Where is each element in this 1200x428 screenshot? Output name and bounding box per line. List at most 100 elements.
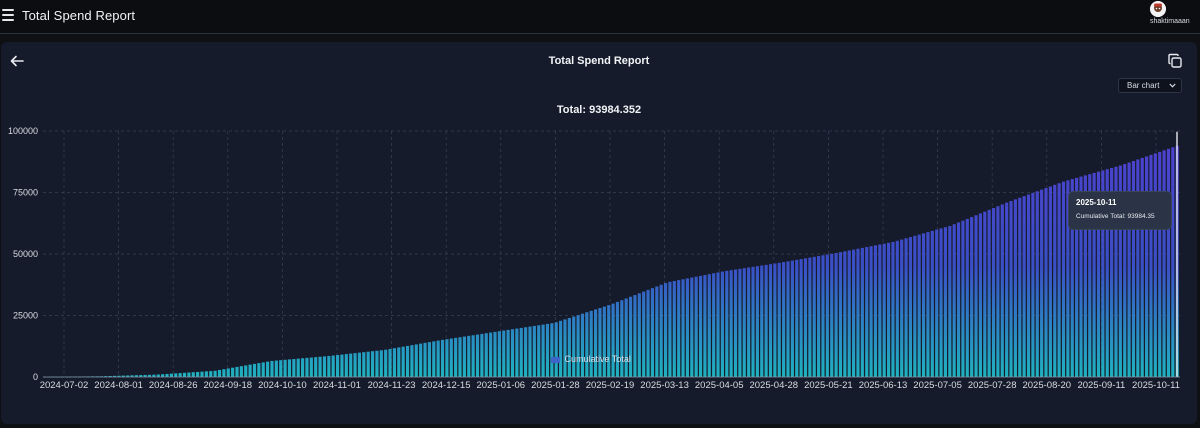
bar — [1158, 151, 1162, 377]
bar — [405, 345, 410, 377]
bar — [576, 315, 580, 377]
bar — [777, 262, 781, 377]
bar — [642, 291, 646, 377]
bar — [1145, 156, 1149, 377]
bar — [126, 375, 130, 377]
bar — [292, 359, 296, 377]
bar — [449, 338, 453, 377]
bar — [322, 356, 327, 377]
bar — [1149, 154, 1153, 377]
x-tick-label: 2025-02-19 — [586, 380, 635, 391]
bar — [668, 281, 672, 377]
bar — [572, 316, 576, 377]
bar — [467, 335, 471, 377]
bar — [143, 374, 147, 377]
bar — [935, 229, 939, 377]
bar — [742, 268, 746, 377]
bars-group — [43, 145, 1179, 378]
bar — [812, 256, 816, 377]
bar — [318, 356, 322, 377]
bar — [628, 296, 633, 377]
chart-tooltip: 2025-10-11 Cumulative Total: 93984.35 — [1068, 191, 1172, 230]
bar — [388, 348, 392, 377]
chart-legend[interactable]: Cumulative Total — [551, 354, 631, 366]
bar — [554, 322, 558, 377]
username: shaktimaaan — [1150, 18, 1190, 25]
bar — [1013, 199, 1017, 377]
bar — [690, 277, 694, 377]
bar — [104, 376, 108, 377]
bar — [187, 372, 191, 377]
bar — [1136, 159, 1140, 377]
bar — [248, 364, 252, 377]
bar — [445, 339, 449, 377]
bar — [524, 327, 528, 377]
bar — [357, 352, 362, 377]
bar — [296, 358, 300, 377]
bar — [913, 235, 917, 377]
bar — [165, 373, 169, 377]
bar — [222, 369, 226, 377]
bar — [681, 279, 685, 377]
copy-icon[interactable] — [1167, 53, 1183, 69]
tooltip-value: Cumulative Total: 93984.35 — [1076, 213, 1155, 220]
bar — [917, 234, 921, 377]
bar — [764, 264, 768, 377]
bar — [567, 317, 571, 377]
bar — [921, 233, 926, 377]
x-tick-label: 2024-07-02 — [40, 380, 89, 391]
bar — [1118, 165, 1122, 377]
bar — [882, 243, 886, 377]
bar — [1162, 150, 1166, 377]
bar — [1005, 202, 1009, 377]
x-tick-label: 2025-03-13 — [640, 380, 689, 391]
bar — [226, 368, 230, 377]
bar — [305, 357, 309, 377]
bar — [633, 295, 637, 377]
bar — [327, 355, 331, 377]
avatar[interactable] — [1150, 1, 1166, 17]
bar — [493, 331, 497, 377]
bar — [751, 266, 755, 377]
bar — [432, 341, 436, 377]
tooltip-date: 2025-10-11 — [1076, 198, 1117, 207]
bar — [1096, 171, 1101, 377]
bar — [930, 230, 934, 377]
bar — [716, 272, 720, 377]
back-arrow-icon[interactable] — [10, 55, 24, 67]
bar — [1088, 174, 1092, 377]
bar — [130, 375, 134, 377]
bar — [1092, 172, 1096, 377]
bar — [856, 248, 860, 377]
bar — [1079, 176, 1083, 377]
bar — [865, 247, 869, 377]
bar — [270, 360, 274, 377]
bar — [541, 324, 545, 377]
bar — [887, 242, 891, 377]
bar — [991, 208, 996, 377]
x-tick-label: 2024-10-10 — [258, 380, 307, 391]
bar — [900, 239, 904, 377]
bar — [1153, 153, 1157, 377]
bar — [274, 360, 278, 377]
bar — [161, 374, 165, 377]
bar — [698, 275, 703, 377]
bar — [108, 375, 112, 377]
bar — [703, 274, 707, 377]
bar — [515, 328, 519, 377]
bar — [620, 300, 624, 377]
bar — [370, 351, 375, 377]
bar — [559, 320, 563, 377]
bar — [817, 256, 821, 377]
bar — [1053, 184, 1057, 377]
menu-icon[interactable] — [2, 9, 14, 23]
chart-type-select[interactable]: Bar chart — [1118, 78, 1182, 93]
bar — [760, 265, 764, 377]
x-tick-label: 2025-01-28 — [531, 380, 580, 391]
bar — [436, 340, 440, 377]
bar — [1044, 188, 1048, 377]
bar — [287, 359, 292, 377]
bar — [152, 374, 156, 377]
bar — [677, 280, 681, 377]
bar — [637, 293, 641, 377]
